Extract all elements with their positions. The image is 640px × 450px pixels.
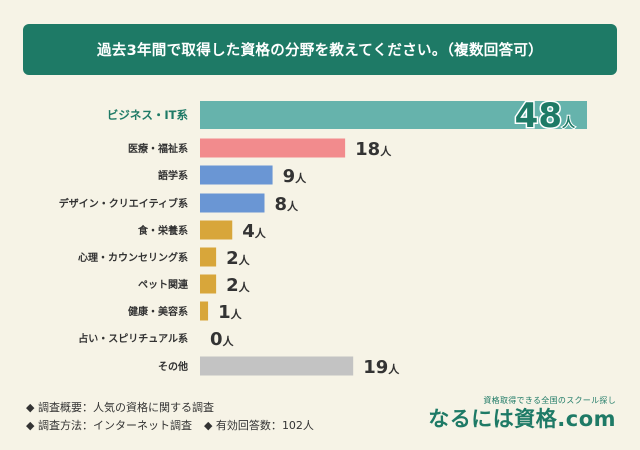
value-number: 9 (283, 166, 296, 187)
survey-notes: ◆ 調査概要：人気の資格に関する調査 ◆ 調査方法：インターネット調査 ◆ 有効回… (26, 399, 314, 435)
brand-name: なるには資格.com (428, 407, 616, 431)
category-label: 医療・福祉系 (128, 142, 188, 155)
bar (200, 220, 233, 240)
category-label: 語学系 (158, 169, 188, 182)
value-number: 8 (275, 194, 288, 215)
value-unit: 人 (223, 334, 235, 348)
survey-method-value: インターネット調査 (92, 419, 192, 432)
brand-tagline: 資格取得できる全国のスクール探し (483, 396, 616, 405)
responses-label: ◆ 有効回答数： (203, 419, 282, 432)
bar (200, 301, 209, 321)
value-label: 48人 (515, 96, 576, 136)
bar (200, 356, 354, 376)
survey-method-label: ◆ 調査方法： (26, 419, 93, 432)
survey-method-line: ◆ 調査方法：インターネット調査 ◆ 有効回答数：102人 (26, 417, 314, 435)
value-number: 18 (355, 139, 380, 160)
value-label: 8人 (275, 194, 300, 215)
value-label: 2人 (226, 275, 251, 296)
value-label: 4人 (242, 221, 267, 242)
value-unit: 人 (231, 307, 243, 321)
bar (200, 193, 265, 213)
category-label: デザイン・クリエイティブ系 (59, 197, 188, 210)
value-number: 19 (363, 357, 388, 378)
value-label: 19人 (363, 357, 400, 378)
category-label: その他 (158, 360, 188, 373)
survey-overview-label: ◆ 調査概要： (26, 401, 93, 414)
value-number: 48 (515, 96, 562, 136)
value-unit: 人 (255, 226, 267, 240)
value-number: 1 (218, 302, 231, 323)
bar (200, 101, 587, 129)
value-unit: 人 (239, 253, 251, 267)
value-unit: 人 (562, 115, 576, 131)
value-label: 0人 (210, 329, 235, 350)
value-unit: 人 (295, 171, 307, 185)
category-label: 占い・スピリチュアル系 (78, 332, 188, 345)
brand-logo: 資格取得できる全国のスクール探し なるには資格.com (428, 395, 616, 432)
category-label: ビジネス・IT系 (107, 108, 189, 122)
value-label: 9人 (283, 166, 308, 187)
value-unit: 人 (388, 362, 400, 376)
bar (200, 274, 217, 294)
value-unit: 人 (287, 199, 299, 213)
survey-overview-value: 人気の資格に関する調査 (92, 401, 214, 414)
category-label: ペット関連 (138, 278, 189, 291)
value-number: 2 (226, 275, 239, 296)
value-number: 0 (210, 329, 223, 350)
category-label: 健康・美容系 (128, 305, 188, 318)
category-label: 心理・カウンセリング系 (78, 251, 188, 264)
value-number: 2 (226, 248, 239, 269)
survey-overview-line: ◆ 調査概要：人気の資格に関する調査 (26, 399, 314, 417)
responses-value: 102人 (281, 419, 314, 432)
value-label: 2人 (226, 248, 251, 269)
value-unit: 人 (239, 280, 251, 294)
category-label: 食・栄養系 (137, 224, 188, 237)
value-number: 4 (242, 221, 255, 242)
chart-title: 過去3年間で取得した資格の分野を教えてください。（複数回答可） (23, 24, 617, 75)
bar (200, 138, 346, 158)
value-unit: 人 (380, 144, 392, 158)
value-label: 18人 (355, 139, 392, 160)
bar (200, 247, 217, 267)
value-label: 1人 (218, 302, 243, 323)
bar (200, 165, 273, 185)
